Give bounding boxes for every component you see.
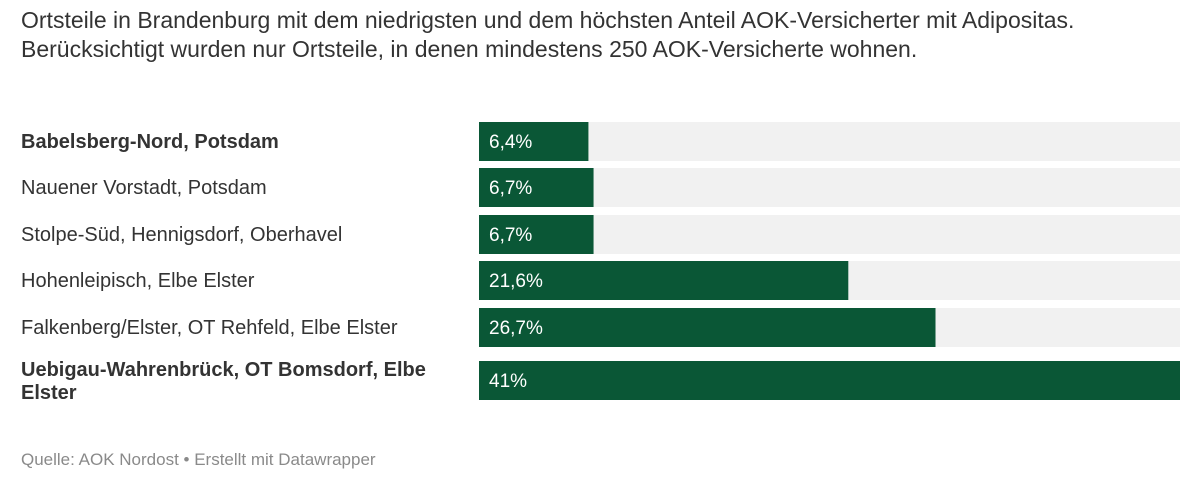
chart-title: Ortsteile in Brandenburg mit dem niedrig… [21,7,1075,62]
category-label: Stolpe-Süd, Hennigsdorf, Oberhavel [21,224,342,246]
category-label: Falkenberg/Elster, OT Rehfeld, Elbe Elst… [21,317,398,339]
bar [479,308,936,347]
category-label-line: Uebigau-Wahrenbrück, OT Bomsdorf, Elbe [21,359,426,381]
category-label-line: Babelsberg-Nord, Potsdam [21,131,279,153]
category-label: Uebigau-Wahrenbrück, OT Bomsdorf, Elbe El… [21,359,426,404]
bar-value-label: 6,7% [489,178,532,199]
bar-value-label: 6,4% [489,132,532,153]
source-footer: Quelle: AOK Nordost • Erstellt mit Dataw… [21,450,376,469]
bar-track [479,215,1180,254]
bar-value-label: 26,7% [489,318,543,339]
category-label: Hohenleipisch, Elbe Elster [21,270,255,292]
bar-value-label: 41% [489,371,527,392]
bar [479,215,594,254]
bar-value-label: 6,7% [489,225,532,246]
bar [479,168,594,207]
category-label-line: Elster [21,382,77,404]
bar [479,261,849,300]
bar-value-label: 21,6% [489,271,543,292]
category-label-line: Hohenleipisch, Elbe Elster [21,270,255,292]
category-label-line: Falkenberg/Elster, OT Rehfeld, Elbe Elst… [21,317,398,339]
bar-track [479,122,1180,161]
category-label: Babelsberg-Nord, Potsdam [21,131,279,153]
bar-track [479,168,1180,207]
bar [479,122,589,161]
category-label-line: Stolpe-Süd, Hennigsdorf, Oberhavel [21,224,342,246]
category-label-line: Nauener Vorstadt, Potsdam [21,177,267,199]
category-label: Nauener Vorstadt, Potsdam [21,177,267,199]
bar [479,361,1180,400]
